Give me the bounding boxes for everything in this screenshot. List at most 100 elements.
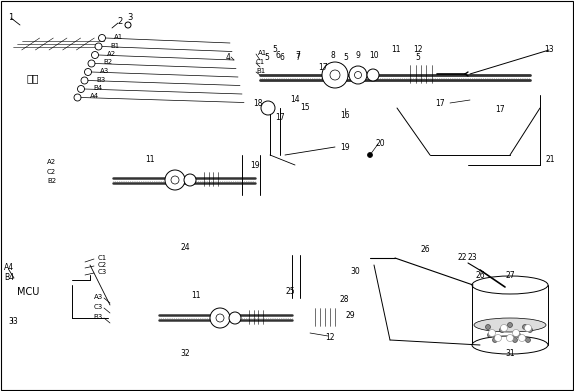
Bar [12, 302, 47, 313]
Circle shape [525, 325, 532, 332]
Bar [235, 62, 257, 74]
Bar [50, 302, 64, 313]
Bar [138, 302, 156, 308]
Text: B2: B2 [47, 178, 56, 184]
Circle shape [81, 77, 88, 84]
Text: 13: 13 [544, 45, 554, 54]
Text: 26: 26 [420, 246, 430, 255]
Text: 4: 4 [225, 52, 230, 61]
Text: 17: 17 [495, 106, 505, 115]
Bar [138, 318, 156, 324]
Text: C3: C3 [94, 304, 103, 310]
Bar [278, 72, 286, 77]
Circle shape [184, 174, 196, 186]
Text: 25: 25 [285, 287, 295, 296]
Circle shape [74, 94, 81, 101]
Bar [295, 62, 303, 72]
Text: 1: 1 [8, 13, 13, 22]
Bar [290, 298, 297, 324]
Polygon shape [108, 326, 338, 333]
Text: 6: 6 [280, 52, 285, 61]
Bar [62, 195, 282, 208]
Circle shape [330, 70, 340, 80]
Bar [108, 333, 328, 346]
Polygon shape [328, 326, 338, 346]
Circle shape [171, 176, 179, 184]
Bar [245, 310, 267, 324]
Circle shape [515, 332, 521, 337]
Bar [158, 168, 163, 187]
Bar [8, 50, 90, 100]
Bar [108, 300, 136, 330]
Text: 5: 5 [344, 52, 348, 61]
Polygon shape [530, 87, 542, 108]
Bar [293, 72, 305, 76]
Bar [62, 165, 90, 195]
Text: 27: 27 [505, 271, 515, 280]
Circle shape [261, 101, 275, 115]
Text: 29: 29 [345, 310, 355, 319]
Text: B4: B4 [4, 273, 14, 282]
Text: B2: B2 [103, 59, 113, 66]
Text: 23: 23 [467, 253, 477, 262]
Text: 30: 30 [350, 267, 360, 276]
Bar [236, 88, 256, 92]
Bar [277, 65, 283, 90]
Ellipse shape [474, 318, 546, 332]
Circle shape [522, 325, 528, 330]
Polygon shape [8, 272, 80, 280]
Circle shape [488, 330, 495, 337]
Polygon shape [90, 38, 108, 100]
Bar [202, 303, 207, 323]
Bar [405, 65, 437, 83]
Text: 6: 6 [276, 52, 281, 61]
Text: A1: A1 [114, 34, 123, 40]
Text: B3: B3 [96, 77, 106, 83]
Circle shape [77, 86, 84, 93]
Text: 16: 16 [340, 111, 350, 120]
Text: 19: 19 [340, 143, 350, 152]
Text: 5: 5 [416, 52, 420, 61]
Circle shape [229, 312, 241, 324]
Text: 3: 3 [127, 14, 133, 23]
Circle shape [501, 325, 507, 332]
Circle shape [84, 68, 91, 75]
Polygon shape [62, 188, 292, 195]
Circle shape [506, 334, 514, 341]
Text: 12: 12 [325, 334, 335, 343]
Ellipse shape [472, 336, 548, 354]
Bar [109, 302, 135, 312]
Bar [92, 167, 110, 173]
Bar [412, 65, 418, 90]
Text: 10: 10 [369, 52, 379, 61]
Circle shape [494, 334, 502, 341]
Text: C2: C2 [98, 262, 107, 268]
Text: 19: 19 [250, 160, 260, 170]
Circle shape [349, 66, 367, 84]
Circle shape [99, 34, 106, 41]
Text: A4: A4 [4, 264, 14, 273]
Bar [278, 62, 286, 72]
Text: 2: 2 [117, 18, 123, 27]
Circle shape [322, 62, 348, 88]
Text: 12: 12 [413, 45, 422, 54]
Circle shape [210, 308, 230, 328]
Text: 5: 5 [273, 45, 277, 54]
Circle shape [487, 332, 492, 337]
Text: B1: B1 [256, 68, 265, 74]
Text: A3: A3 [100, 68, 109, 74]
Text: A1: A1 [258, 50, 267, 56]
Bar [262, 65, 268, 90]
Text: 7: 7 [296, 52, 300, 61]
Text: 11: 11 [191, 291, 201, 300]
Circle shape [216, 314, 224, 322]
Circle shape [125, 22, 131, 28]
Bar [233, 95, 530, 108]
Bar [290, 255, 465, 265]
Circle shape [507, 323, 513, 328]
Bar [303, 82, 308, 90]
Polygon shape [8, 38, 108, 50]
Circle shape [88, 60, 95, 67]
Polygon shape [282, 188, 292, 208]
Bar [90, 165, 112, 195]
